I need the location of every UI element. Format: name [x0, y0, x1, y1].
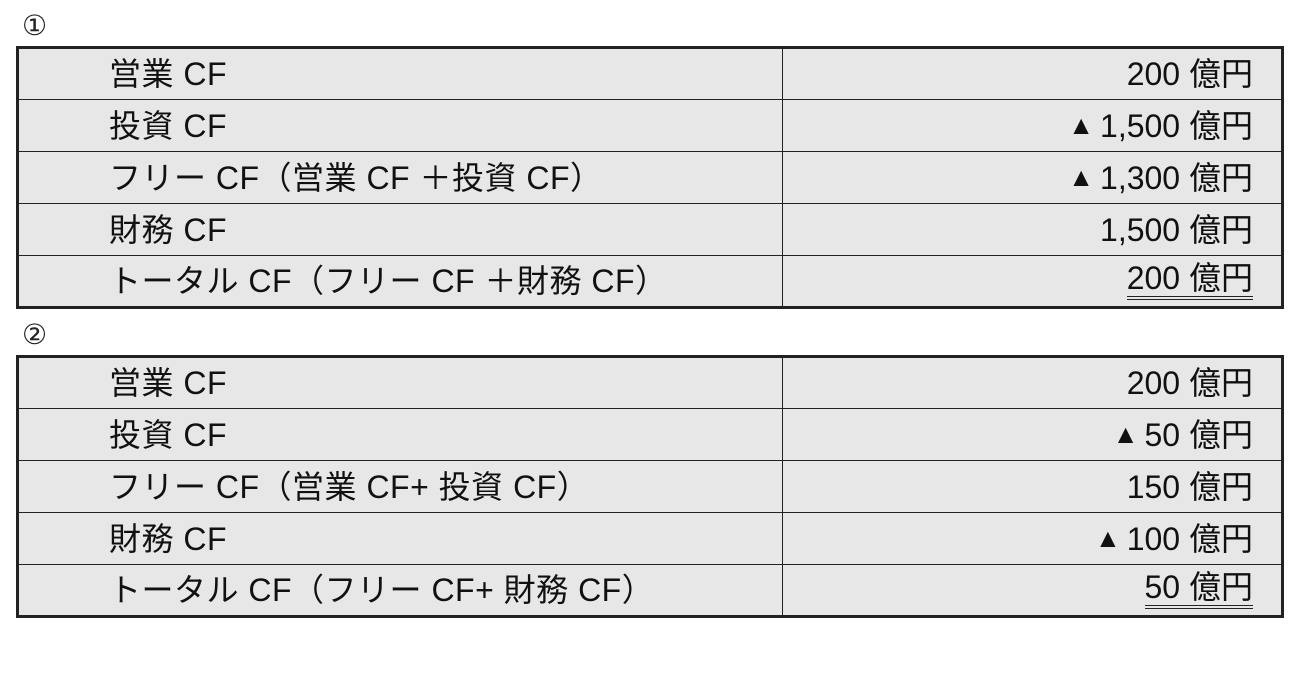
- row-value: 200 億円: [783, 357, 1283, 409]
- row-value: ▲1,300 億円: [783, 152, 1283, 204]
- row-value: ▲100 億円: [783, 513, 1283, 565]
- row-label: 営業 CF: [18, 48, 783, 100]
- row-label: トータル CF（フリー CF ＋財務 CF）: [18, 256, 783, 308]
- row-value: 150 億円: [783, 461, 1283, 513]
- row-value-text: 50 億円: [1145, 571, 1254, 609]
- cashflow-table-1: 営業 CF 200 億円 投資 CF ▲1,500 億円 フリー CF（営業 C…: [16, 46, 1284, 309]
- table-row: フリー CF（営業 CF ＋投資 CF） ▲1,300 億円: [18, 152, 1283, 204]
- row-value-text: 100 億円: [1127, 523, 1253, 555]
- table-row: 投資 CF ▲50 億円: [18, 409, 1283, 461]
- table-row: トータル CF（フリー CF ＋財務 CF） 200 億円: [18, 256, 1283, 308]
- row-value: ▲1,500 億円: [783, 100, 1283, 152]
- row-label: トータル CF（フリー CF+ 財務 CF）: [18, 565, 783, 617]
- row-label: 財務 CF: [18, 204, 783, 256]
- row-label: 財務 CF: [18, 513, 783, 565]
- section-marker-2: ②: [22, 321, 1284, 349]
- negative-icon: ▲: [1113, 421, 1139, 447]
- table-row: 財務 CF 1,500 億円: [18, 204, 1283, 256]
- row-value: 200 億円: [783, 256, 1283, 308]
- negative-icon: ▲: [1095, 525, 1121, 551]
- row-label: フリー CF（営業 CF+ 投資 CF）: [18, 461, 783, 513]
- row-value-text: 1,500 億円: [1100, 214, 1253, 246]
- negative-icon: ▲: [1068, 164, 1094, 190]
- row-value-text: 1,500 億円: [1100, 110, 1253, 142]
- row-label: フリー CF（営業 CF ＋投資 CF）: [18, 152, 783, 204]
- table-row: トータル CF（フリー CF+ 財務 CF） 50 億円: [18, 565, 1283, 617]
- row-label: 投資 CF: [18, 409, 783, 461]
- row-value: 200 億円: [783, 48, 1283, 100]
- row-value: 50 億円: [783, 565, 1283, 617]
- row-value-text: 1,300 億円: [1100, 162, 1253, 194]
- row-label: 営業 CF: [18, 357, 783, 409]
- table-row: 財務 CF ▲100 億円: [18, 513, 1283, 565]
- table-row: 投資 CF ▲1,500 億円: [18, 100, 1283, 152]
- row-value-text: 200 億円: [1127, 262, 1253, 300]
- row-value: 1,500 億円: [783, 204, 1283, 256]
- negative-icon: ▲: [1068, 112, 1094, 138]
- section-marker-1: ①: [22, 12, 1284, 40]
- row-value: ▲50 億円: [783, 409, 1283, 461]
- cashflow-table-2: 営業 CF 200 億円 投資 CF ▲50 億円 フリー CF（営業 CF+ …: [16, 355, 1284, 618]
- table-row: フリー CF（営業 CF+ 投資 CF） 150 億円: [18, 461, 1283, 513]
- row-label: 投資 CF: [18, 100, 783, 152]
- table-row: 営業 CF 200 億円: [18, 357, 1283, 409]
- row-value-text: 150 億円: [1127, 471, 1253, 503]
- row-value-text: 50 億円: [1145, 419, 1254, 451]
- row-value-text: 200 億円: [1127, 58, 1253, 90]
- row-value-text: 200 億円: [1127, 367, 1253, 399]
- table-row: 営業 CF 200 億円: [18, 48, 1283, 100]
